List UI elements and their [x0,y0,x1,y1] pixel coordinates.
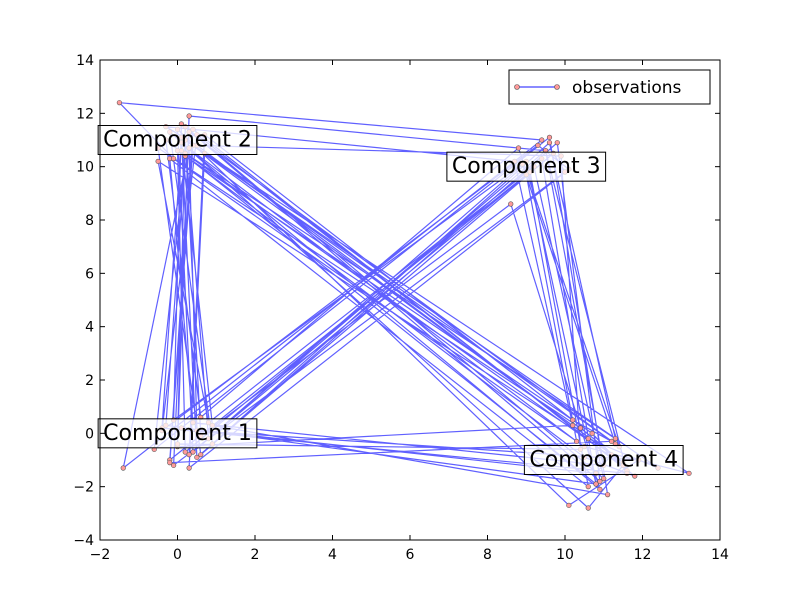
x-tick-label: 12 [634,547,652,563]
data-point [116,100,122,106]
y-tick-label: 10 [76,160,94,176]
annotation-box [523,445,684,475]
y-tick-label: 12 [76,106,94,122]
y-tick-label: −4 [73,533,94,549]
annotation-3: Component 3 [446,151,607,182]
data-point [190,449,196,455]
data-point [171,156,177,162]
data-point [585,484,591,490]
data-point [171,462,177,468]
x-tick-label: 4 [328,547,337,563]
data-point [593,481,599,487]
y-tick-label: 4 [85,320,94,336]
data-point [546,140,553,146]
y-tick-label: 8 [85,213,94,229]
data-point [597,486,603,492]
data-point [546,134,553,140]
data-point [570,417,576,423]
annotation-2: Component 2 [97,125,258,155]
y-tick-label: 6 [85,266,94,282]
data-point [508,201,514,207]
annotation-label: Component 3 [452,154,601,179]
data-point [612,436,618,442]
annotation-box [97,418,258,449]
y-tick-label: 14 [76,53,94,69]
data-point [539,137,545,143]
x-tick-label: 2 [251,547,260,563]
legend-label: observations [572,78,682,98]
data-point [589,430,595,436]
legend: observations [508,69,711,105]
data-point [155,158,161,164]
y-tick-label: 0 [85,426,94,442]
data-point [186,113,192,119]
data-point [686,470,692,476]
data-point [601,476,607,482]
annotation-layer: Component 1 Component 2 Component 3 Compone… [97,125,684,475]
data-point [570,422,576,428]
data-point [186,465,192,471]
x-tick-label: 0 [173,547,182,563]
data-point [182,449,188,455]
data-point [186,452,192,458]
legend-marker [554,84,560,90]
annotation-label: Component 2 [103,128,252,153]
data-point [608,438,615,444]
data-point [198,452,204,458]
x-tick-label: 8 [483,547,492,563]
annotation-label: Component 4 [529,448,678,473]
x-tick-label: −2 [90,547,111,563]
data-point [605,492,611,498]
data-point [167,460,173,466]
data-point [585,436,591,442]
data-point [597,478,603,484]
annotation-label: Component 1 [103,421,252,446]
data-point [194,454,200,460]
data-point [535,142,541,148]
data-point [515,145,522,151]
annotation-1: Component 1 [97,418,258,449]
data-point [574,438,580,444]
x-tick-label: 10 [556,547,574,563]
y-tick-label: 2 [85,373,94,389]
data-point [554,140,560,146]
data-point [120,465,126,471]
series-line-0 [118,102,690,509]
data-point [577,425,584,431]
annotation-4: Component 4 [523,445,684,475]
x-tick-label: 14 [711,547,729,563]
annotation-box [97,125,258,155]
y-tick-label: −2 [73,480,94,496]
annotation-box [446,151,607,182]
data-point [585,505,591,511]
data-point [566,502,572,508]
x-tick-label: 6 [406,547,415,563]
legend-marker [514,84,520,90]
